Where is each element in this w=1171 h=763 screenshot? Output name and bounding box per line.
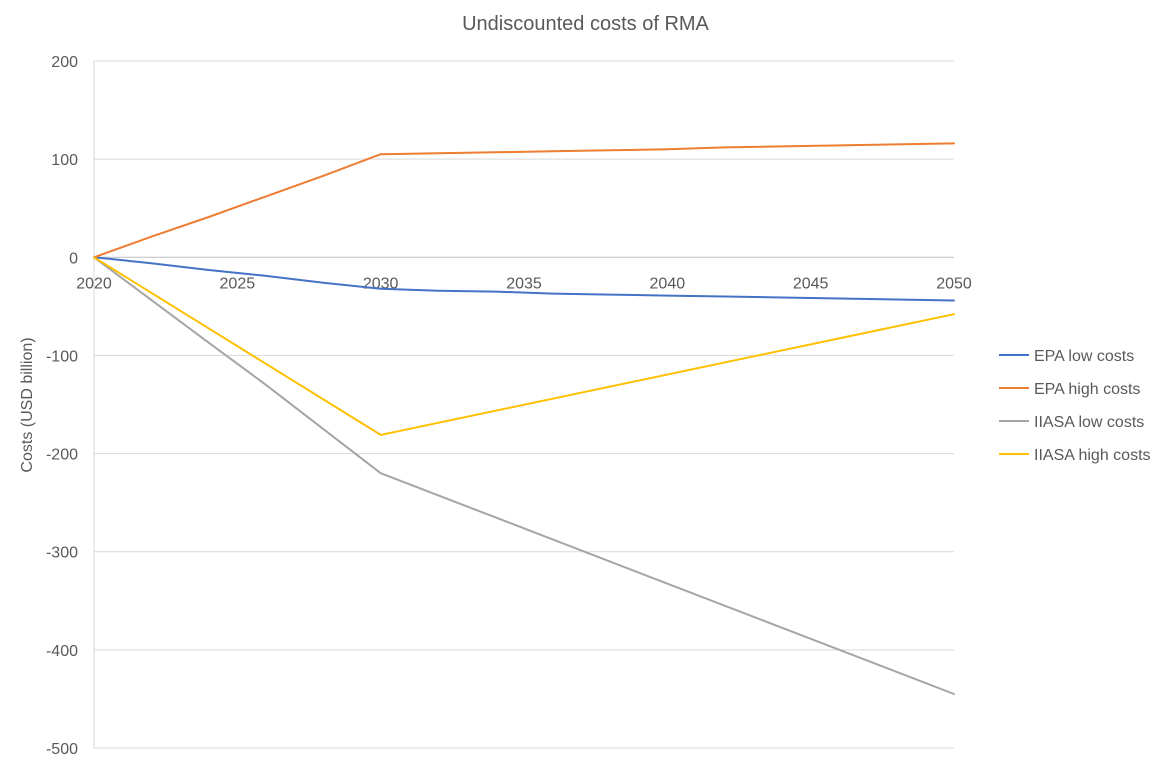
series-line-epa-low-costs — [93, 256, 955, 302]
y-tick-label: -500 — [46, 741, 78, 758]
legend-label-epa-low-costs: EPA low costs — [1034, 348, 1134, 365]
y-tick-label: -300 — [46, 545, 78, 562]
x-tick-label: 2025 — [220, 275, 256, 292]
y-tick-label: -100 — [46, 348, 78, 365]
y-axis-label: Costs (USD billion) — [19, 337, 36, 472]
x-tick-label: 2020 — [76, 275, 112, 292]
grid-lines — [94, 60, 954, 749]
x-tick-label: 2050 — [936, 275, 972, 292]
legend-label-iiasa-high-costs: IIASA high costs — [1034, 447, 1151, 464]
y-tick-label: 100 — [51, 152, 78, 169]
y-tick-label: 200 — [51, 54, 78, 71]
y-tick-label: -400 — [46, 643, 78, 660]
x-tick-label: 2040 — [650, 275, 686, 292]
legend-label-epa-high-costs: EPA high costs — [1034, 381, 1140, 398]
x-tick-label: 2045 — [793, 275, 829, 292]
legend: EPA low costs EPA high costs IIASA low cos… — [999, 348, 1151, 464]
x-tick-label: 2035 — [506, 275, 542, 292]
y-tick-label: 0 — [69, 250, 78, 267]
x-tick-labels: 2020 2025 2030 2035 2040 2045 2050 — [76, 275, 972, 292]
series-lines — [93, 142, 955, 695]
y-tick-label: -200 — [46, 447, 78, 464]
series-line-iiasa-high-costs — [93, 256, 955, 436]
legend-label-iiasa-low-costs: IIASA low costs — [1034, 414, 1144, 431]
series-line-epa-high-costs — [93, 142, 955, 259]
series-line-iiasa-low-costs — [93, 256, 955, 695]
y-tick-labels: 200 100 0 -100 -200 -300 -400 -500 — [46, 54, 78, 758]
chart-title: Undiscounted costs of RMA — [462, 13, 709, 35]
